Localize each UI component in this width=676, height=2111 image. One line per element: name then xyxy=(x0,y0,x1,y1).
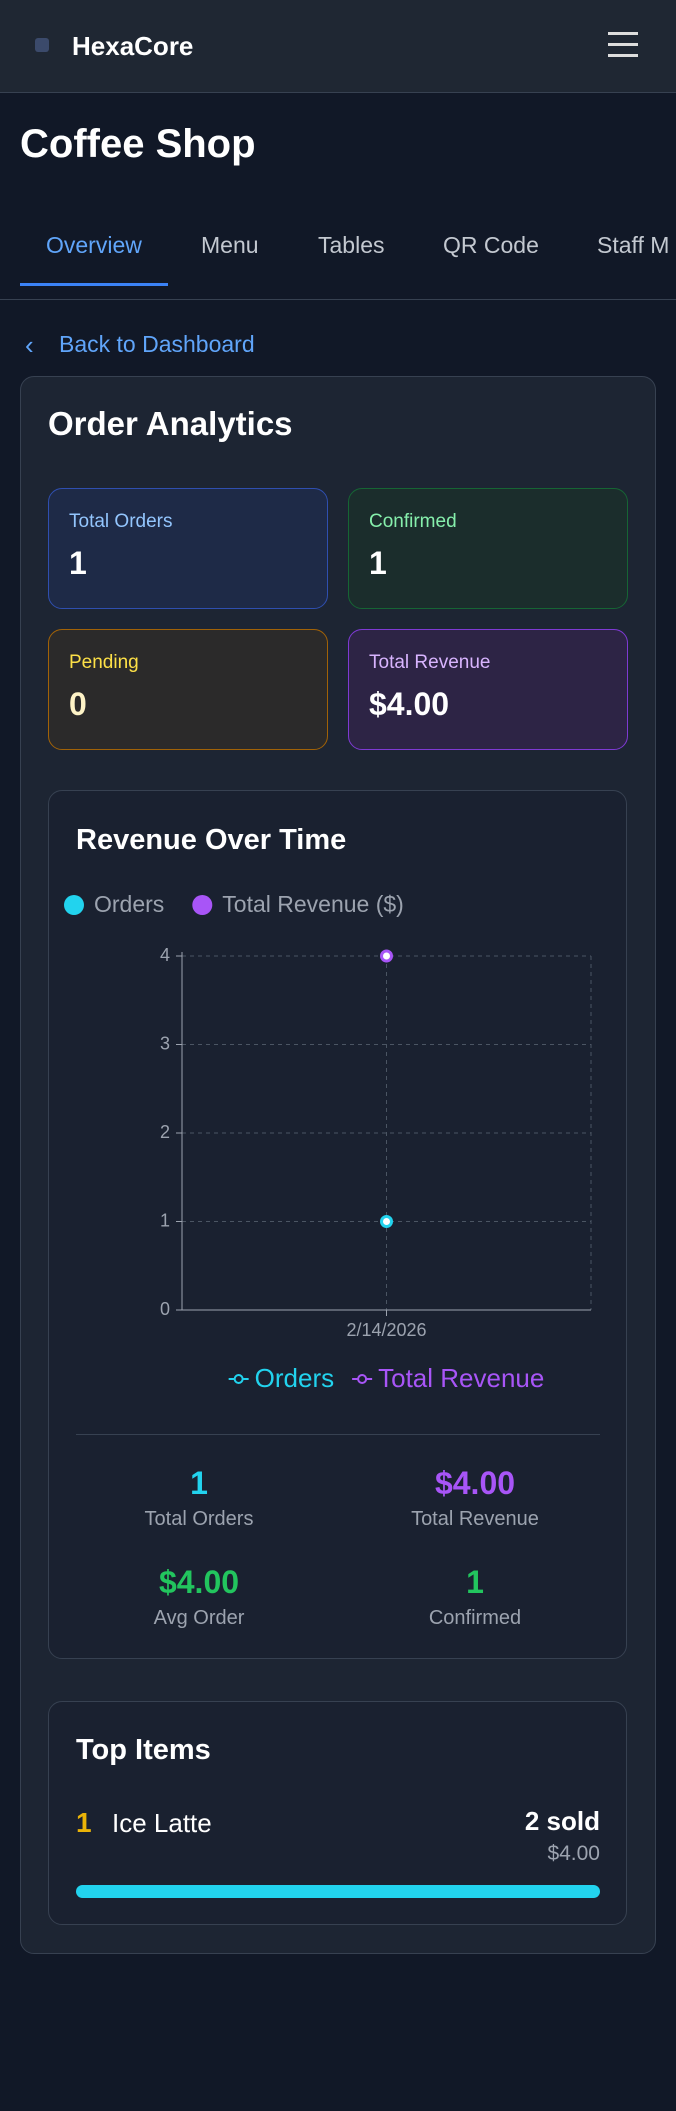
chart-title: Revenue Over Time xyxy=(76,824,347,856)
tab[interactable]: Staff M xyxy=(597,232,670,258)
legend-icon xyxy=(357,1374,368,1384)
data-point xyxy=(380,949,393,963)
chart-card xyxy=(48,790,627,1659)
y-tick-label: 4 xyxy=(160,945,170,965)
stat-value: 1 xyxy=(69,545,87,581)
summary-label: Confirmed xyxy=(428,1607,522,1629)
summary-value: $4.00 xyxy=(434,1465,516,1501)
y-tick-label: 1 xyxy=(160,1210,170,1230)
tab[interactable]: Overview xyxy=(46,232,142,258)
stat-box: Total Revenue $4.00 xyxy=(348,629,628,750)
stat-value: 0 xyxy=(69,686,87,722)
stat-box: Pending 0 xyxy=(48,629,328,750)
tab[interactable]: Tables xyxy=(318,232,385,258)
item-sold: 2 sold xyxy=(524,1806,600,1836)
y-tick-label: 0 xyxy=(160,1299,170,1319)
tab[interactable]: Menu xyxy=(201,232,259,258)
item-price: $4.00 xyxy=(547,1842,600,1865)
summary-value: 1 xyxy=(190,1465,208,1501)
legend-icon xyxy=(233,1374,244,1384)
summary-label: Total Orders xyxy=(144,1508,254,1530)
stat-label: Total Revenue xyxy=(369,652,491,673)
divider xyxy=(76,1434,600,1435)
summary-label: Total Revenue xyxy=(411,1508,539,1530)
stat-box: Total Orders 1 xyxy=(48,488,328,609)
stat-box: Confirmed 1 xyxy=(348,488,628,609)
item-bar xyxy=(76,1885,600,1898)
back-icon[interactable]: ‹ xyxy=(25,330,34,360)
item-rank: 1 xyxy=(76,1807,92,1838)
tab-indicator xyxy=(20,283,168,286)
legend-dot xyxy=(192,895,213,915)
item-name: Ice Latte xyxy=(112,1808,212,1838)
y-tick-label: 3 xyxy=(160,1033,170,1053)
stat-value: $4.00 xyxy=(369,686,450,722)
back-link[interactable]: Back to Dashboard xyxy=(59,331,255,357)
section-title: Order Analytics xyxy=(48,405,293,442)
tab[interactable]: QR Code xyxy=(443,232,539,258)
x-tick-label: 2/14/2026 xyxy=(346,1320,426,1340)
tabs-border xyxy=(0,299,676,300)
summary-value: $4.00 xyxy=(158,1564,240,1600)
legend-label: Total Revenue xyxy=(378,1363,544,1393)
logo[interactable] xyxy=(35,38,49,52)
menu-button[interactable] xyxy=(608,32,638,57)
legend-label: Total Revenue ($) xyxy=(222,891,404,917)
header xyxy=(0,0,676,93)
legend-label: Orders xyxy=(94,891,164,917)
stat-label: Confirmed xyxy=(369,511,457,532)
brand[interactable]: HexaCore xyxy=(72,31,194,61)
top-items-title: Top Items xyxy=(76,1734,211,1766)
page-title: Coffee Shop xyxy=(20,122,256,166)
chart: Orders Total Revenue ($) 0 1 2 3 4 2/14/2026 Ord… xyxy=(64,891,592,1393)
legend-label: Orders xyxy=(255,1363,334,1393)
summary-label: Avg Order xyxy=(153,1607,245,1629)
stat-label: Total Orders xyxy=(69,511,173,532)
stat-label: Pending xyxy=(69,652,139,673)
y-tick-label: 2 xyxy=(160,1122,170,1142)
data-point xyxy=(380,1215,393,1228)
legend-dot xyxy=(64,895,84,915)
summary-value: 1 xyxy=(466,1564,484,1600)
stat-value: 1 xyxy=(369,545,387,581)
